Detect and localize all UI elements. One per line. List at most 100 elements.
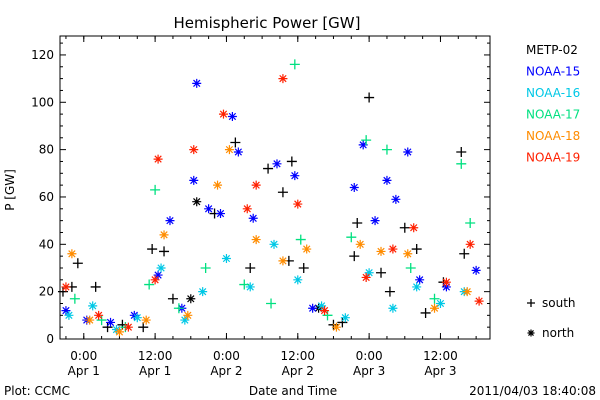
data-point-south: [286, 156, 297, 167]
data-point-north: [189, 145, 199, 155]
data-point-south: [266, 298, 277, 309]
data-point-north: [216, 209, 226, 219]
data-point-north: [61, 306, 71, 316]
y-tick-label: 60: [39, 190, 54, 204]
x-tick-time-label: 0:00: [70, 349, 97, 363]
data-point-north: [85, 315, 95, 325]
data-point-south: [456, 158, 467, 169]
data-points: [57, 59, 484, 337]
data-point-south: [346, 232, 357, 243]
data-point-north: [358, 140, 368, 150]
data-point-north: [441, 277, 451, 287]
data-point-south: [337, 317, 348, 328]
y-tick-label: 0: [46, 332, 54, 346]
x-tick-date-label: Apr 3: [424, 364, 456, 378]
data-point-north: [364, 268, 374, 278]
data-point-north: [242, 204, 252, 214]
data-point-south: [295, 234, 306, 245]
data-point-north: [218, 109, 228, 119]
data-point-north: [180, 315, 190, 325]
data-point-north: [165, 216, 175, 226]
data-point-north: [382, 175, 392, 185]
data-point-south: [147, 244, 158, 255]
y-tick-label: 80: [39, 143, 54, 157]
data-point-south: [298, 262, 309, 273]
data-point-north: [391, 194, 401, 204]
data-point-south: [167, 293, 178, 304]
data-point-north: [412, 282, 422, 292]
data-point-north: [123, 322, 133, 332]
data-point-south: [381, 144, 392, 155]
data-point-south: [352, 218, 363, 229]
data-point-north: [462, 287, 472, 297]
data-point-north: [361, 272, 371, 282]
data-point-north: [465, 239, 475, 249]
data-point-south: [322, 310, 333, 321]
data-point-north: [186, 294, 196, 304]
data-point-south: [96, 315, 107, 326]
marker-legend-label: south: [542, 296, 576, 310]
data-point-north: [213, 180, 223, 190]
data-point-north: [430, 303, 440, 313]
data-point-north: [293, 275, 303, 285]
data-point-south: [230, 137, 241, 148]
data-point-north: [474, 296, 484, 306]
data-point-north: [192, 78, 202, 88]
data-point-north: [114, 327, 124, 337]
data-point-north: [308, 303, 318, 313]
data-point-north: [141, 315, 151, 325]
data-point-south: [376, 267, 387, 278]
data-point-north: [251, 180, 261, 190]
x-tick-time-label: 0:00: [356, 349, 383, 363]
marker-legend: south north: [527, 296, 576, 340]
legend: METP-02 NOAA-15 NOAA-16 NOAA-17 NOAA-18 NOAA-…: [526, 43, 580, 165]
data-point-north: [272, 159, 282, 169]
data-point-north: [441, 282, 451, 292]
data-point-south: [456, 146, 467, 157]
data-point-south: [173, 303, 184, 314]
footer-timestamp: 2011/04/03 18:40:08: [469, 384, 596, 398]
data-point-north: [67, 249, 77, 259]
data-point-north: [150, 275, 160, 285]
data-point-north: [156, 263, 166, 273]
data-point-north: [471, 265, 481, 275]
data-point-south: [245, 262, 256, 273]
legend-entry: NOAA-19: [526, 151, 580, 165]
data-point-north: [159, 230, 169, 240]
data-point-north: [403, 147, 413, 157]
data-point-south: [420, 307, 431, 318]
data-point-north: [331, 322, 341, 332]
data-point-south: [90, 281, 101, 292]
y-axis-ticks: 0 20 40 60 80 100 120: [31, 42, 490, 346]
x-tick-time-label: 12:00: [138, 349, 173, 363]
data-point-north: [192, 197, 202, 207]
data-point-south: [459, 248, 470, 259]
data-point-north: [355, 239, 365, 249]
data-point-south: [150, 184, 161, 195]
data-point-north: [251, 235, 261, 245]
data-point-north: [415, 275, 425, 285]
data-point-north: [245, 282, 255, 292]
data-point-north: [409, 223, 419, 233]
chart-title: Hemispheric Power [GW]: [174, 14, 361, 32]
data-point-south: [361, 135, 372, 146]
data-point-north: [153, 154, 163, 164]
x-tick-date-label: Apr 1: [139, 364, 171, 378]
data-point-south: [138, 322, 149, 333]
x-tick-date-label: Apr 3: [353, 364, 385, 378]
data-point-south: [69, 293, 80, 304]
data-point-north: [278, 256, 288, 266]
legend-entry: METP-02: [526, 43, 578, 57]
data-point-south: [384, 286, 395, 297]
data-point-north: [302, 244, 312, 254]
data-point-north: [370, 216, 380, 226]
data-point-south: [277, 187, 288, 198]
data-point-south: [289, 59, 300, 70]
data-point-south: [239, 279, 250, 290]
data-point-south: [57, 286, 68, 297]
x-tick-date-label: Apr 1: [68, 364, 100, 378]
data-point-south: [200, 262, 211, 273]
data-point-north: [204, 204, 214, 214]
marker-legend-symbol: [527, 329, 535, 337]
